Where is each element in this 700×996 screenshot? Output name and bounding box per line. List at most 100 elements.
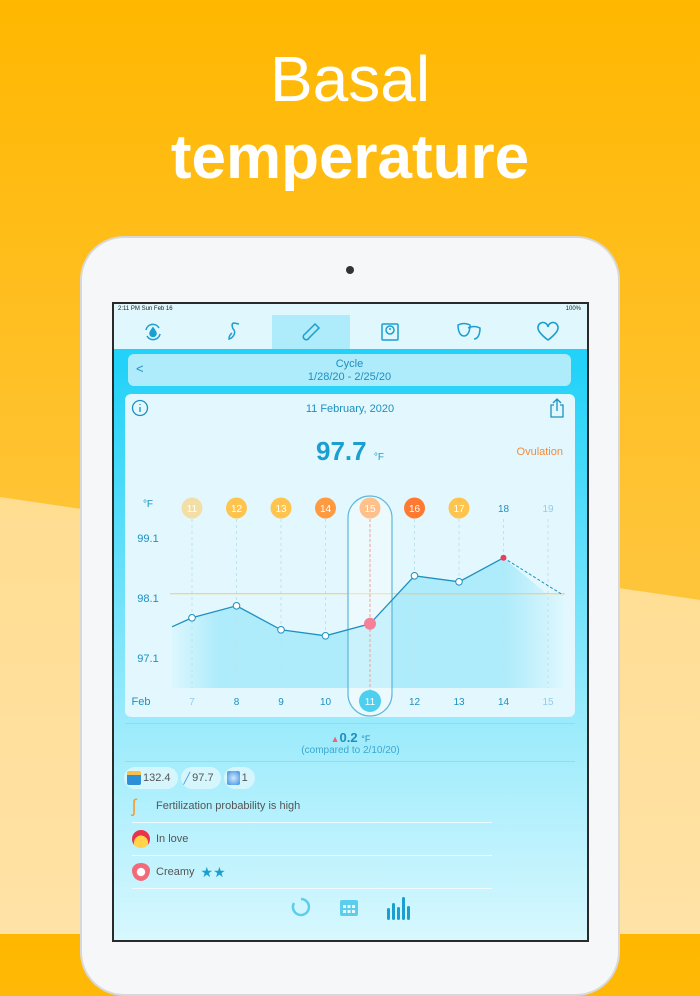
- peak-point: [500, 554, 507, 561]
- note-text: Fertilization probability is high: [156, 800, 301, 812]
- status-time: 2:11 PM Sun Feb 16: [118, 306, 173, 312]
- temp-number: 97.7: [316, 436, 367, 466]
- data-point: [321, 632, 330, 640]
- cycle-day-badge: [181, 497, 203, 519]
- up-arrow-icon: ▲: [330, 734, 340, 744]
- phase-label: Ovulation: [516, 446, 563, 458]
- share-icon[interactable]: [548, 398, 566, 418]
- note-text: Creamy: [156, 866, 195, 878]
- temp-unit: °F: [373, 452, 384, 463]
- data-point: [410, 572, 419, 580]
- metric-pills: 132.4 ╱ 97.7 1: [124, 767, 255, 789]
- cycle-day-badge: [270, 497, 292, 519]
- cycle-day-label: 13: [275, 504, 287, 515]
- delta-value: 0.2: [339, 730, 358, 745]
- data-point: [232, 602, 241, 610]
- delta-unit: °F: [361, 734, 371, 744]
- cycle-day-label: 17: [453, 504, 465, 515]
- delta-compare: (compared to 2/10/20): [301, 745, 400, 756]
- y-unit-label: °F: [143, 499, 153, 510]
- weight-value: 132.4: [143, 772, 171, 784]
- stork-icon: [228, 322, 240, 340]
- month-label: Feb: [132, 696, 151, 708]
- hero-title-line1: Basal: [269, 43, 431, 115]
- cycle-day-badge: [359, 497, 381, 519]
- temperature-value: 97.7 °F: [125, 436, 575, 467]
- cycle-ring-icon[interactable]: [290, 896, 312, 918]
- tab-fertility[interactable]: [193, 315, 272, 349]
- data-point: [188, 614, 196, 622]
- temperature-area: [172, 557, 563, 688]
- temp-pill-value: 97.7: [192, 772, 214, 784]
- cycle-day-badge: [404, 497, 425, 519]
- thermometer-icon: [302, 322, 321, 341]
- tab-mood[interactable]: [429, 315, 508, 349]
- test-strip-icon: [226, 771, 240, 785]
- x-tick-label: 15: [542, 697, 554, 708]
- heart-icon: [536, 321, 559, 341]
- status-bar: 2:11 PM Sun Feb 16 100%: [114, 304, 587, 315]
- x-tick-label: 12: [409, 697, 421, 708]
- selected-date-badge: [359, 690, 381, 712]
- cycle-day-label: 14: [320, 504, 332, 515]
- calendar-icon[interactable]: [338, 896, 360, 918]
- hero-title-line2: temperature: [170, 123, 530, 192]
- tab-cycle[interactable]: [114, 315, 193, 349]
- x-tick-label: 13: [453, 697, 465, 708]
- x-tick-label: 14: [498, 697, 510, 708]
- cycle-day-label: 16: [409, 504, 421, 515]
- top-tab-bar: [114, 315, 587, 349]
- cycle-day-badge: [226, 497, 247, 519]
- rating-stars: ★★: [200, 863, 226, 880]
- projected-line: [503, 557, 564, 596]
- note-text: In love: [156, 833, 189, 845]
- selected-point: [364, 617, 376, 630]
- cycle-day-badge: [448, 497, 470, 519]
- y-tick-label: 98.1: [137, 593, 158, 605]
- ladybug-face-icon: [132, 830, 150, 848]
- cycle-day-label: 11: [187, 504, 198, 515]
- tab-temperature[interactable]: [271, 315, 351, 349]
- weight-pill[interactable]: 132.4: [124, 767, 178, 789]
- battery-level: 100%: [565, 306, 581, 312]
- temperature-card: 11 February, 2020 97.7 °F Ovulation °F 99…: [125, 394, 575, 717]
- cycle-selector[interactable]: < Cycle 1/28/20 - 2/25/20: [128, 354, 571, 386]
- cycle-day-label: 15: [364, 504, 376, 515]
- tab-weight[interactable]: [350, 315, 429, 349]
- thermometer-icon: ╱: [183, 772, 191, 785]
- tab-love[interactable]: [508, 315, 587, 349]
- note-discharge[interactable]: Creamy ★★: [132, 856, 492, 889]
- data-point: [277, 626, 285, 634]
- cycle-day-label: 12: [231, 504, 243, 515]
- stork-icon: ʃ: [132, 795, 136, 816]
- test-value: 1: [241, 772, 248, 784]
- mood-masks-icon: [456, 322, 481, 340]
- bar-chart-icon[interactable]: [386, 896, 412, 920]
- divider: [125, 761, 575, 762]
- y-tick-label: 97.1: [137, 653, 158, 665]
- x-tick-label: 8: [234, 697, 240, 708]
- app-screen: 2:11 PM Sun Feb 16 100% < Cycle 1/28/20 -…: [112, 302, 589, 942]
- bottom-nav: [114, 896, 587, 920]
- cycle-drop-icon: [145, 323, 162, 341]
- cycle-day-label: 18: [498, 504, 510, 515]
- cycle-range: 1/28/20 - 2/25/20: [307, 371, 392, 383]
- note-fertility[interactable]: ʃ Fertilization probability is high: [132, 790, 492, 823]
- note-mood[interactable]: In love: [132, 823, 492, 856]
- test-pill[interactable]: 1: [223, 767, 255, 789]
- temperature-pill[interactable]: ╱ 97.7: [180, 767, 221, 789]
- x-tick-label: 11: [365, 697, 376, 708]
- camera: [346, 266, 354, 274]
- data-point: [455, 578, 463, 586]
- info-icon[interactable]: [131, 399, 149, 417]
- x-tick-label: 7: [189, 697, 195, 708]
- temperature-delta: ▲0.2 °F (compared to 2/10/20): [114, 730, 587, 756]
- temperature-chart[interactable]: °F 99.1 98.1 97.1 Feb 11 12 13 14 15 16 17 18 19 7 8 9 10…: [125, 394, 575, 717]
- discharge-drop-icon: [132, 863, 150, 881]
- y-tick-label: 99.1: [137, 533, 158, 545]
- cycle-title: Cycle: [335, 358, 364, 370]
- x-tick-label: 9: [278, 697, 284, 708]
- previous-cycle-button[interactable]: <: [136, 361, 144, 376]
- scale-icon: [127, 771, 141, 785]
- x-tick-label: 10: [320, 697, 332, 708]
